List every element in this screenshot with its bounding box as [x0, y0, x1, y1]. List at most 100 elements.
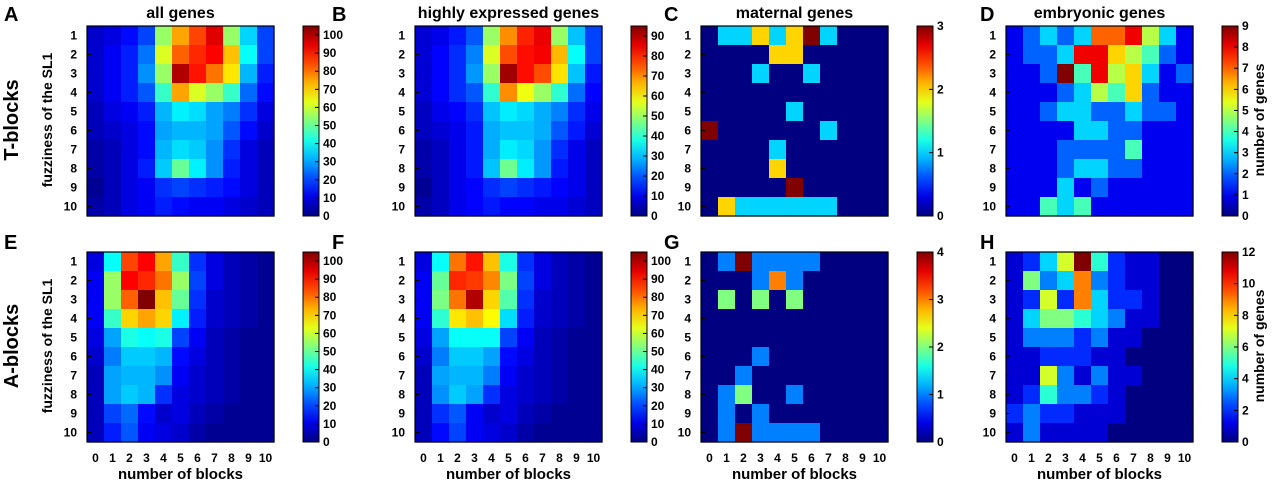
heatmap-cell [701, 404, 719, 424]
heatmap-cell [769, 45, 787, 65]
heatmap-cell [189, 328, 207, 348]
heatmap-cell [820, 252, 838, 272]
heatmap-cell [223, 197, 241, 217]
heatmap-cell [1091, 290, 1109, 310]
colorbar-tick-label: 50 [323, 345, 337, 359]
heatmap-cell [735, 366, 753, 386]
heatmap-cell [1159, 423, 1177, 443]
heatmap-cell [551, 328, 569, 348]
heatmap-cell [1142, 197, 1160, 217]
heatmap-cell [1108, 252, 1126, 272]
heatmap-cell [585, 83, 603, 103]
heatmap-cell [223, 309, 241, 329]
heatmap-cell [1023, 178, 1041, 198]
heatmap-cell [1125, 159, 1143, 179]
heatmap-cell [735, 159, 753, 179]
heatmap-cell [1006, 423, 1024, 443]
y-tick-label: 1 [989, 255, 996, 269]
heatmap-cell [121, 102, 139, 122]
x-tick-label: 1 [723, 451, 730, 465]
heatmap-cell [854, 252, 872, 272]
heatmap-cell [415, 404, 433, 424]
heatmap-cell [1125, 102, 1143, 122]
heatmap-cell [871, 252, 889, 272]
heatmap-cell [189, 26, 207, 46]
heatmap-cell [466, 121, 484, 141]
heatmap-cell [854, 271, 872, 291]
heatmap-cell [104, 385, 122, 405]
heatmap-cell [854, 309, 872, 329]
heatmap-cell [415, 83, 433, 103]
heatmap-cell [87, 347, 105, 367]
x-axis-label: number of blocks [446, 466, 571, 482]
heatmap-cell [1142, 83, 1160, 103]
heatmap-cell [718, 159, 736, 179]
colorbar [630, 251, 648, 443]
heatmap-cell [155, 45, 173, 65]
heatmap-cell [769, 121, 787, 141]
heatmap-cell [1040, 140, 1058, 160]
heatmap-frame [700, 251, 889, 443]
y-tick-label: 3 [398, 67, 405, 81]
y-tick-label: 5 [684, 331, 691, 345]
heatmap-cell [500, 159, 518, 179]
heatmap-cell [803, 347, 821, 367]
heatmap-cell [1108, 121, 1126, 141]
heatmap-cell [786, 178, 804, 198]
heatmap-cell [155, 404, 173, 424]
heatmap-cell [415, 121, 433, 141]
colorbar-tick-label: 40 [651, 363, 665, 377]
heatmap-cell [1006, 366, 1024, 386]
heatmap-cell [786, 83, 804, 103]
heatmap-cell [155, 271, 173, 291]
heatmap-cell [517, 159, 535, 179]
heatmap-cell [87, 45, 105, 65]
heatmap-frame [414, 25, 603, 217]
heatmap-cell [585, 328, 603, 348]
heatmap-cell [585, 290, 603, 310]
heatmap-cell [1040, 45, 1058, 65]
heatmap-cell [568, 309, 586, 329]
heatmap-cell [718, 197, 736, 217]
heatmap-cell [1159, 309, 1177, 329]
heatmap-cell [1023, 159, 1041, 179]
heatmap-cell [585, 159, 603, 179]
heatmap-cell [1057, 271, 1075, 291]
heatmap-cell [1091, 404, 1109, 424]
heatmap-cell [735, 64, 753, 84]
heatmap-cell [752, 252, 770, 272]
heatmap-cell [240, 121, 258, 141]
colorbar-tick-label: 50 [651, 345, 665, 359]
heatmap-cell [1074, 140, 1092, 160]
heatmap-cell [534, 178, 552, 198]
heatmap-cell [138, 102, 156, 122]
heatmap-cell [138, 159, 156, 179]
heatmap-cell [1091, 197, 1109, 217]
heatmap-cell [432, 178, 450, 198]
heatmap-cell [769, 309, 787, 329]
heatmap-cell [121, 64, 139, 84]
heatmap-cell [257, 252, 275, 272]
heatmap-cell [752, 83, 770, 103]
heatmap-cell [837, 178, 855, 198]
panel-letter-c: C [664, 4, 678, 26]
heatmap-cell [803, 423, 821, 443]
heatmap-cell [803, 385, 821, 405]
heatmap-cell [483, 121, 501, 141]
heatmap-cell [1125, 45, 1143, 65]
heatmap-cell [534, 252, 552, 272]
x-tick-label: 9 [1164, 451, 1171, 465]
heatmap-cell [432, 385, 450, 405]
panel-letter-d: D [980, 4, 994, 26]
heatmap-cell [223, 252, 241, 272]
heatmap-cell [189, 121, 207, 141]
heatmap-cell [189, 252, 207, 272]
heatmap-cell [138, 347, 156, 367]
heatmap-cell [1176, 121, 1194, 141]
heatmap-cell [551, 64, 569, 84]
heatmap-cell [172, 178, 190, 198]
y-tick-label: 7 [398, 369, 405, 383]
heatmap-cell [1176, 252, 1194, 272]
heatmap-cell [155, 178, 173, 198]
colorbar-tick-label: 90 [323, 272, 337, 286]
